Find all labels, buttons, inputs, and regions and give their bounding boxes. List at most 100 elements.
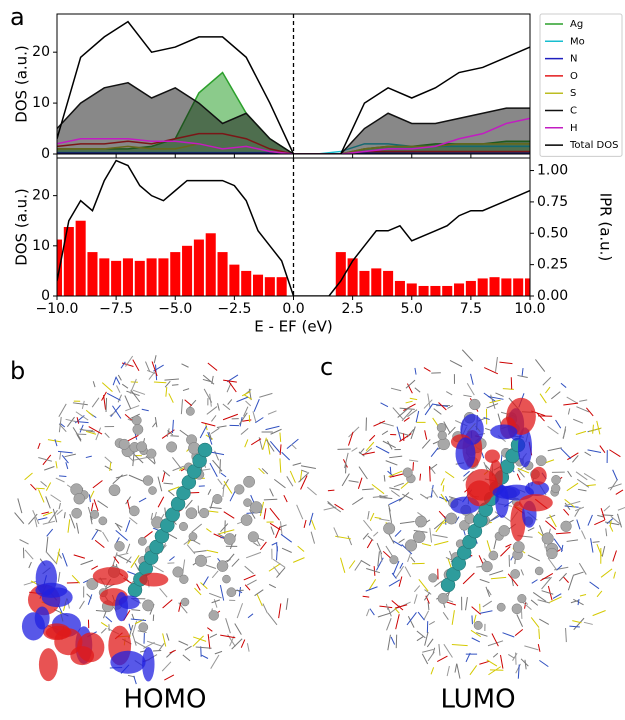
bond	[132, 633, 136, 646]
bar	[265, 277, 275, 296]
bond	[381, 403, 388, 407]
bond	[588, 515, 593, 526]
bond	[425, 632, 428, 646]
bond	[480, 579, 490, 582]
bond	[286, 598, 288, 610]
bond	[467, 383, 474, 395]
bond	[266, 440, 274, 452]
bond	[167, 428, 169, 437]
bond	[282, 452, 290, 460]
bond	[212, 571, 218, 578]
bond	[382, 431, 388, 435]
bond	[101, 622, 108, 626]
bond	[434, 541, 448, 545]
bond	[211, 415, 216, 421]
legend-label: O	[570, 71, 578, 82]
bond	[524, 646, 538, 650]
x-tick-label: −2.5	[217, 301, 251, 317]
bond	[573, 419, 583, 423]
legend-label: Ag	[570, 19, 583, 30]
bond	[254, 399, 259, 412]
bond	[86, 410, 93, 416]
orbital-lobe	[39, 648, 58, 681]
bond	[82, 401, 84, 409]
orbital-lobe	[77, 633, 104, 663]
bond	[246, 401, 251, 406]
atom	[474, 621, 482, 629]
bond	[209, 593, 221, 598]
atom	[552, 475, 561, 484]
bond	[428, 652, 434, 661]
bond	[280, 433, 281, 442]
bond	[125, 406, 139, 411]
bond	[181, 399, 182, 414]
bond	[588, 450, 602, 453]
bond	[246, 552, 261, 557]
bond	[574, 618, 584, 630]
bond	[349, 427, 360, 437]
bond	[95, 540, 104, 547]
legend-label: H	[570, 123, 578, 134]
bond	[441, 478, 444, 485]
bond	[528, 555, 540, 561]
bond	[427, 639, 433, 647]
bond	[489, 571, 503, 575]
bar	[76, 221, 86, 296]
bond	[577, 520, 580, 530]
bond	[368, 536, 374, 541]
bond	[264, 508, 266, 519]
bond	[408, 554, 411, 562]
bond	[153, 650, 161, 651]
bond	[56, 461, 57, 468]
bond	[424, 368, 431, 372]
bond	[528, 528, 534, 531]
bond	[59, 476, 66, 477]
bond	[206, 565, 216, 569]
atom	[139, 623, 148, 632]
bond	[430, 528, 432, 543]
bond	[420, 474, 421, 481]
bond	[566, 628, 567, 642]
bond	[200, 426, 206, 438]
bond	[360, 448, 364, 453]
bond	[96, 428, 101, 440]
bond	[405, 567, 411, 577]
bond	[25, 550, 33, 559]
bond	[131, 555, 139, 567]
bond	[594, 520, 604, 525]
orbital-lobe	[46, 626, 72, 640]
bond	[503, 389, 514, 390]
bond	[208, 511, 218, 512]
bar	[241, 271, 251, 296]
bond	[580, 595, 586, 596]
bond	[169, 393, 173, 402]
bond	[392, 600, 403, 610]
bond	[414, 594, 417, 603]
bond	[235, 623, 242, 634]
bond	[388, 607, 391, 616]
atom	[512, 604, 522, 614]
bond	[239, 413, 247, 425]
bond	[358, 478, 362, 489]
y-tick-label: 10	[32, 95, 50, 111]
orbital-lobe	[456, 437, 476, 470]
bond	[391, 490, 399, 496]
bond	[270, 508, 280, 520]
bond	[118, 375, 121, 380]
bond	[573, 572, 584, 575]
bond	[388, 533, 394, 543]
bond	[59, 503, 60, 509]
bond	[298, 546, 304, 551]
atom	[489, 551, 498, 560]
bond	[415, 388, 420, 392]
bond	[613, 470, 618, 481]
bond	[245, 585, 250, 590]
bond	[585, 452, 591, 456]
bond	[540, 394, 546, 403]
bond	[545, 521, 555, 530]
bond	[312, 520, 316, 530]
atom	[74, 493, 85, 504]
bond	[564, 577, 569, 583]
bond	[466, 597, 468, 610]
bond	[389, 456, 402, 458]
